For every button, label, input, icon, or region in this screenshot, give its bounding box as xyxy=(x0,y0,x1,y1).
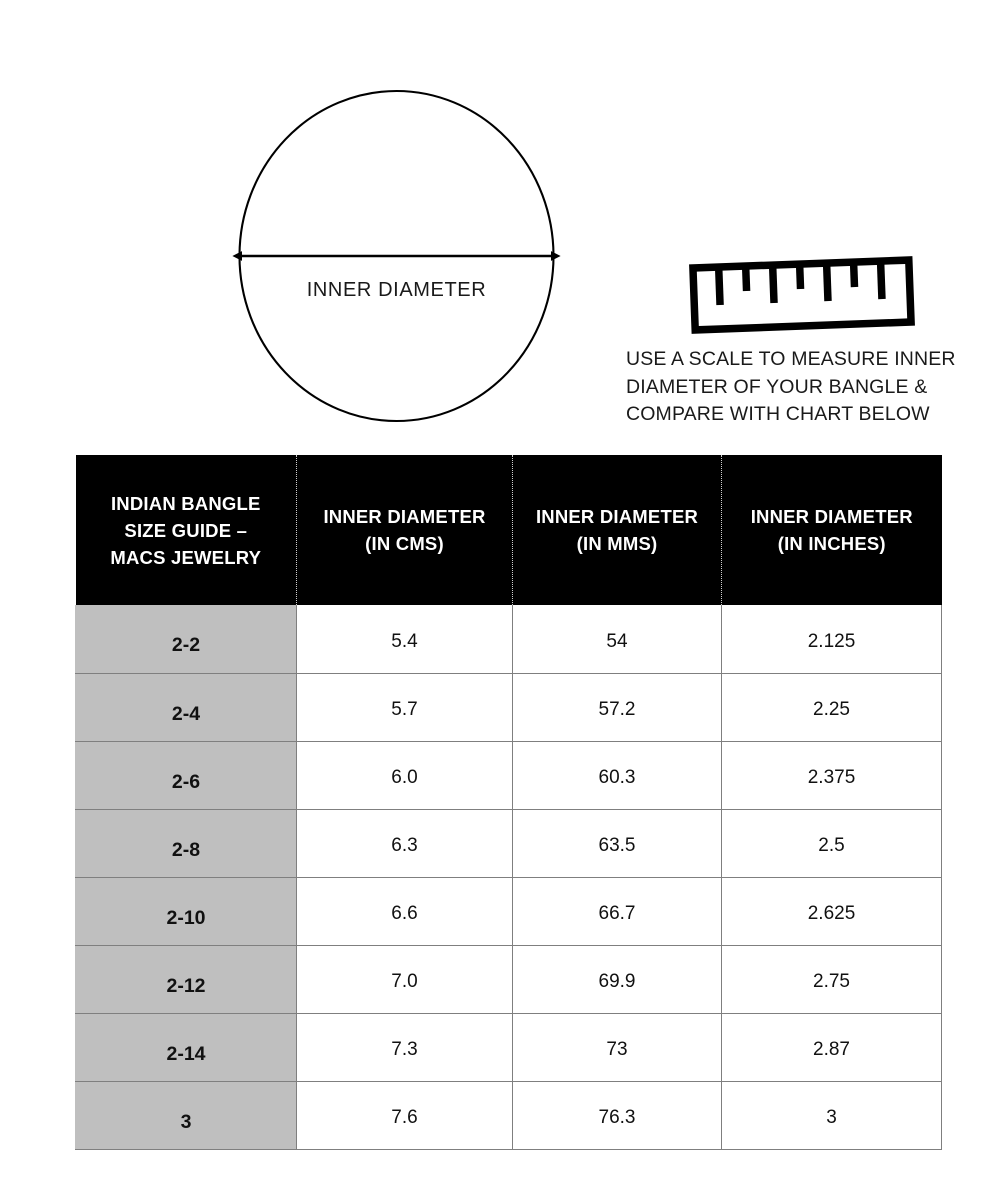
column-header-inches-line-1: INNER DIAMETER xyxy=(750,506,913,527)
inner-diameter-label: INNER DIAMETER xyxy=(306,279,487,301)
cell-inches: 2.25 xyxy=(721,672,942,742)
cell-inches: 2.87 xyxy=(721,1012,942,1082)
cell-cms: 7.3 xyxy=(296,1012,513,1082)
column-header-cms-line-2: (IN CMS) xyxy=(365,533,444,554)
ruler-caption-line-2: DIAMETER OF YOUR BANGLE & xyxy=(626,375,928,398)
cell-cms: 5.7 xyxy=(296,672,513,742)
column-header-mms: INNER DIAMETER (IN MMS) xyxy=(512,455,722,605)
cell-mms: 60.3 xyxy=(512,740,722,810)
table-row: 2-10 6.6 66.7 2.625 xyxy=(75,876,942,946)
ruler-caption-line-1: USE A SCALE TO MEASURE INNER xyxy=(626,348,956,370)
cell-mms: 63.5 xyxy=(512,808,722,878)
column-header-size-line-3: MACS JEWELRY xyxy=(110,546,262,568)
cell-size: 2-14 xyxy=(75,1012,297,1082)
cell-size: 2-6 xyxy=(75,740,297,810)
table-row: 2-4 5.7 57.2 2.25 xyxy=(75,672,942,742)
ruler-icon xyxy=(688,250,916,340)
ruler-caption: USE A SCALE TO MEASURE INNER DIAMETER OF… xyxy=(626,346,956,429)
bangle-circle-icon xyxy=(232,89,561,423)
cell-cms: 5.4 xyxy=(296,605,513,674)
bangle-size-table: INDIAN BANGLE SIZE GUIDE – MACS JEWELRY … xyxy=(75,455,942,1150)
table-row: 2-2 5.4 54 2.125 xyxy=(75,605,942,674)
cell-cms: 6.3 xyxy=(296,808,513,878)
table-row: 3 7.6 76.3 3 xyxy=(75,1080,942,1150)
size-table-container: INDIAN BANGLE SIZE GUIDE – MACS JEWELRY … xyxy=(75,455,942,1150)
column-header-mms-line-2: (IN MMS) xyxy=(576,533,658,554)
cell-size: 3 xyxy=(75,1080,297,1150)
cell-size: 2-10 xyxy=(75,876,297,946)
column-header-inches-line-2: (IN INCHES) xyxy=(777,533,886,554)
cell-inches: 2.75 xyxy=(721,944,942,1014)
cell-cms: 7.6 xyxy=(296,1080,513,1150)
column-header-size-line-1: INDIAN BANGLE xyxy=(110,492,261,514)
column-header-inches: INNER DIAMETER (IN INCHES) xyxy=(721,455,942,605)
cell-inches: 2.125 xyxy=(721,605,942,674)
cell-inches: 3 xyxy=(721,1080,942,1150)
cell-size: 2-12 xyxy=(75,944,297,1014)
table-header-row: INDIAN BANGLE SIZE GUIDE – MACS JEWELRY … xyxy=(75,455,942,605)
cell-size: 2-2 xyxy=(75,605,297,674)
cell-size: 2-8 xyxy=(75,808,297,878)
cell-mms: 54 xyxy=(512,605,722,674)
cell-inches: 2.5 xyxy=(721,808,942,878)
cell-mms: 57.2 xyxy=(512,672,722,742)
column-header-cms: INNER DIAMETER (IN CMS) xyxy=(296,455,513,605)
table-row: 2-14 7.3 73 2.87 xyxy=(75,1012,942,1082)
column-header-size: INDIAN BANGLE SIZE GUIDE – MACS JEWELRY xyxy=(75,455,297,605)
cell-inches: 2.375 xyxy=(721,740,942,810)
table-row: 2-8 6.3 63.5 2.5 xyxy=(75,808,942,878)
table-body: 2-2 5.4 54 2.125 2-4 5.7 57.2 2.25 2-6 6… xyxy=(75,605,942,1150)
cell-mms: 69.9 xyxy=(512,944,722,1014)
cell-cms: 6.0 xyxy=(296,740,513,810)
table-row: 2-12 7.0 69.9 2.75 xyxy=(75,944,942,1014)
cell-size: 2-4 xyxy=(75,672,297,742)
cell-mms: 66.7 xyxy=(512,876,722,946)
ruler-caption-line-3: COMPARE WITH CHART BELOW xyxy=(626,403,930,425)
column-header-mms-line-1: INNER DIAMETER xyxy=(535,506,699,527)
table-row: 2-6 6.0 60.3 2.375 xyxy=(75,740,942,810)
column-header-size-line-2: SIZE GUIDE – xyxy=(124,519,248,541)
cell-mms: 76.3 xyxy=(512,1080,722,1150)
cell-mms: 73 xyxy=(512,1012,722,1082)
cell-cms: 7.0 xyxy=(296,944,513,1014)
cell-cms: 6.6 xyxy=(296,876,513,946)
column-header-cms-line-1: INNER DIAMETER xyxy=(323,506,486,527)
ruler-instruction-block: USE A SCALE TO MEASURE INNER DIAMETER OF… xyxy=(626,250,956,429)
cell-inches: 2.625 xyxy=(721,876,942,946)
diagram-area: INNER DIAMETER USE xyxy=(0,0,1004,445)
